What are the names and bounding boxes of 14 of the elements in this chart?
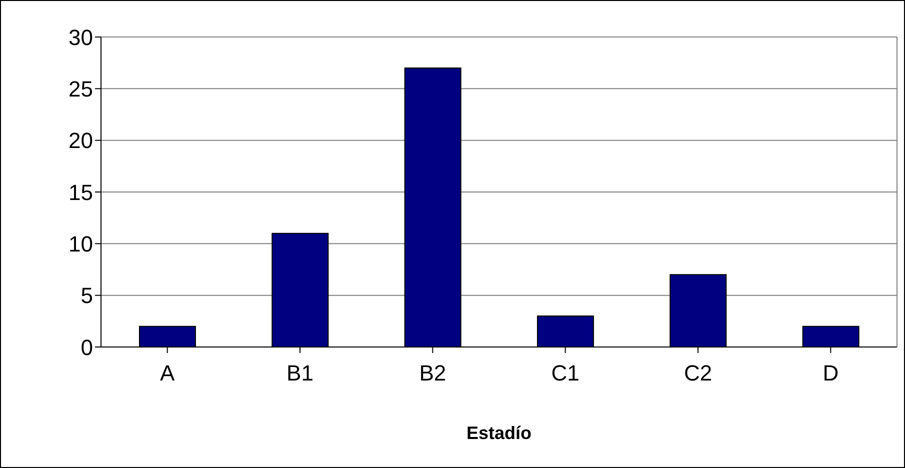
x-axis-title: Estadío bbox=[466, 423, 532, 443]
y-tick-label: 20 bbox=[68, 128, 93, 154]
x-tick-label: C2 bbox=[684, 360, 712, 386]
y-tick-label: 15 bbox=[68, 180, 93, 205]
y-tick-label: 25 bbox=[68, 76, 93, 102]
x-tick-label: D bbox=[822, 360, 839, 386]
x-tick-label: B2 bbox=[419, 360, 446, 386]
y-tick-label: 30 bbox=[68, 24, 93, 50]
x-tick-label: C1 bbox=[551, 360, 580, 386]
x-tick-label: B1 bbox=[286, 360, 314, 386]
y-tick-label: 0 bbox=[80, 334, 93, 360]
y-tick-label: 10 bbox=[68, 231, 93, 256]
y-tick-label: 5 bbox=[80, 283, 93, 308]
x-tick-label: A bbox=[160, 360, 175, 386]
